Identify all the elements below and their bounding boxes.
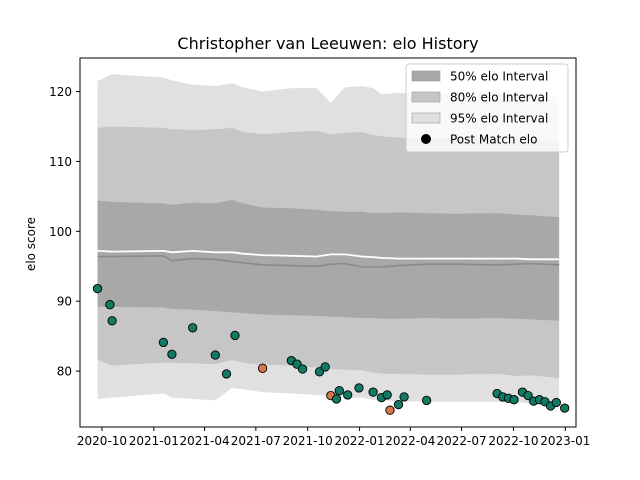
post-match-point-1 [92, 283, 103, 294]
legend-swatch-band95 [411, 112, 441, 124]
post-match-point-8 [221, 369, 232, 379]
plot-frame [79, 57, 577, 428]
y-axis-label: elo score [24, 217, 38, 271]
legend: 50% elo Interval 80% elo Interval 95% elo … [405, 63, 569, 153]
post-match-point-15 [320, 362, 330, 372]
post-match-point-27 [421, 395, 432, 406]
x-tick-label-9: 2022-10 [488, 434, 538, 448]
post-match-point-19 [343, 390, 353, 400]
post-match-point-38 [551, 397, 561, 408]
legend-label-3: 95% elo Interval [450, 112, 548, 126]
x-tick-label-4: 2021-07 [231, 434, 281, 448]
legend-label-4: Post Match elo [450, 133, 537, 147]
post-match-point-21 [368, 387, 378, 397]
x-tick-label-3: 2021-04 [179, 434, 229, 448]
y-tick-label-3: 100 [49, 225, 72, 239]
x-tick-label-1: 2020-10 [77, 434, 127, 448]
post-match-point-3 [107, 316, 117, 326]
y-tick-label-1: 80 [57, 365, 72, 379]
y-tick-label-4: 110 [49, 155, 72, 169]
legend-swatch-band50 [411, 70, 441, 82]
mean-elo-line [97, 249, 560, 261]
legend-swatch-post-match [421, 134, 431, 144]
post-match-point-26 [399, 392, 409, 402]
post-match-point-18 [334, 386, 344, 396]
post-match-point-33 [523, 390, 533, 401]
x-tick-label-2: 2021-01 [129, 434, 179, 448]
post-match-point-31 [509, 395, 519, 405]
y-tick-label-5: 120 [49, 85, 72, 99]
x-tick-label-5: 2021-10 [283, 434, 333, 448]
x-tick-label-10: 2023-01 [540, 434, 590, 448]
post-match-point-17 [331, 394, 342, 404]
x-tick-label-6: 2022-01 [334, 434, 384, 448]
post-match-point-24 [385, 405, 395, 415]
y-tick-label-2: 90 [57, 295, 72, 309]
post-match-point-23 [382, 390, 392, 400]
post-match-point-20 [354, 383, 364, 393]
post-match-point-7 [210, 350, 220, 360]
x-tick-label-7: 2022-04 [385, 434, 435, 448]
legend-label-2: 80% elo Interval [450, 91, 548, 105]
band-50-interval [97, 199, 560, 321]
post-match-point-25 [393, 399, 404, 410]
legend-swatch-band80 [411, 91, 441, 103]
post-match-point-4 [158, 337, 169, 348]
post-match-point-10 [257, 363, 268, 373]
post-match-point-6 [188, 323, 198, 333]
legend-box [405, 63, 569, 153]
axes: 2020-10 2021-01 2021-04 2021-07 2021-10 2022-… [49, 57, 590, 448]
post-match-point-13 [297, 364, 308, 374]
post-match-point-5 [167, 349, 177, 359]
chart-title: Christopher van Leeuwen: elo History [177, 34, 478, 53]
post-match-point-39 [560, 403, 570, 413]
post-match-point-2 [105, 300, 115, 310]
plot-area [92, 74, 570, 415]
post-match-point-9 [230, 330, 240, 341]
x-tick-label-8: 2022-07 [437, 434, 487, 448]
legend-label-1: 50% elo Interval [450, 70, 548, 84]
median-elo-line [97, 254, 560, 268]
